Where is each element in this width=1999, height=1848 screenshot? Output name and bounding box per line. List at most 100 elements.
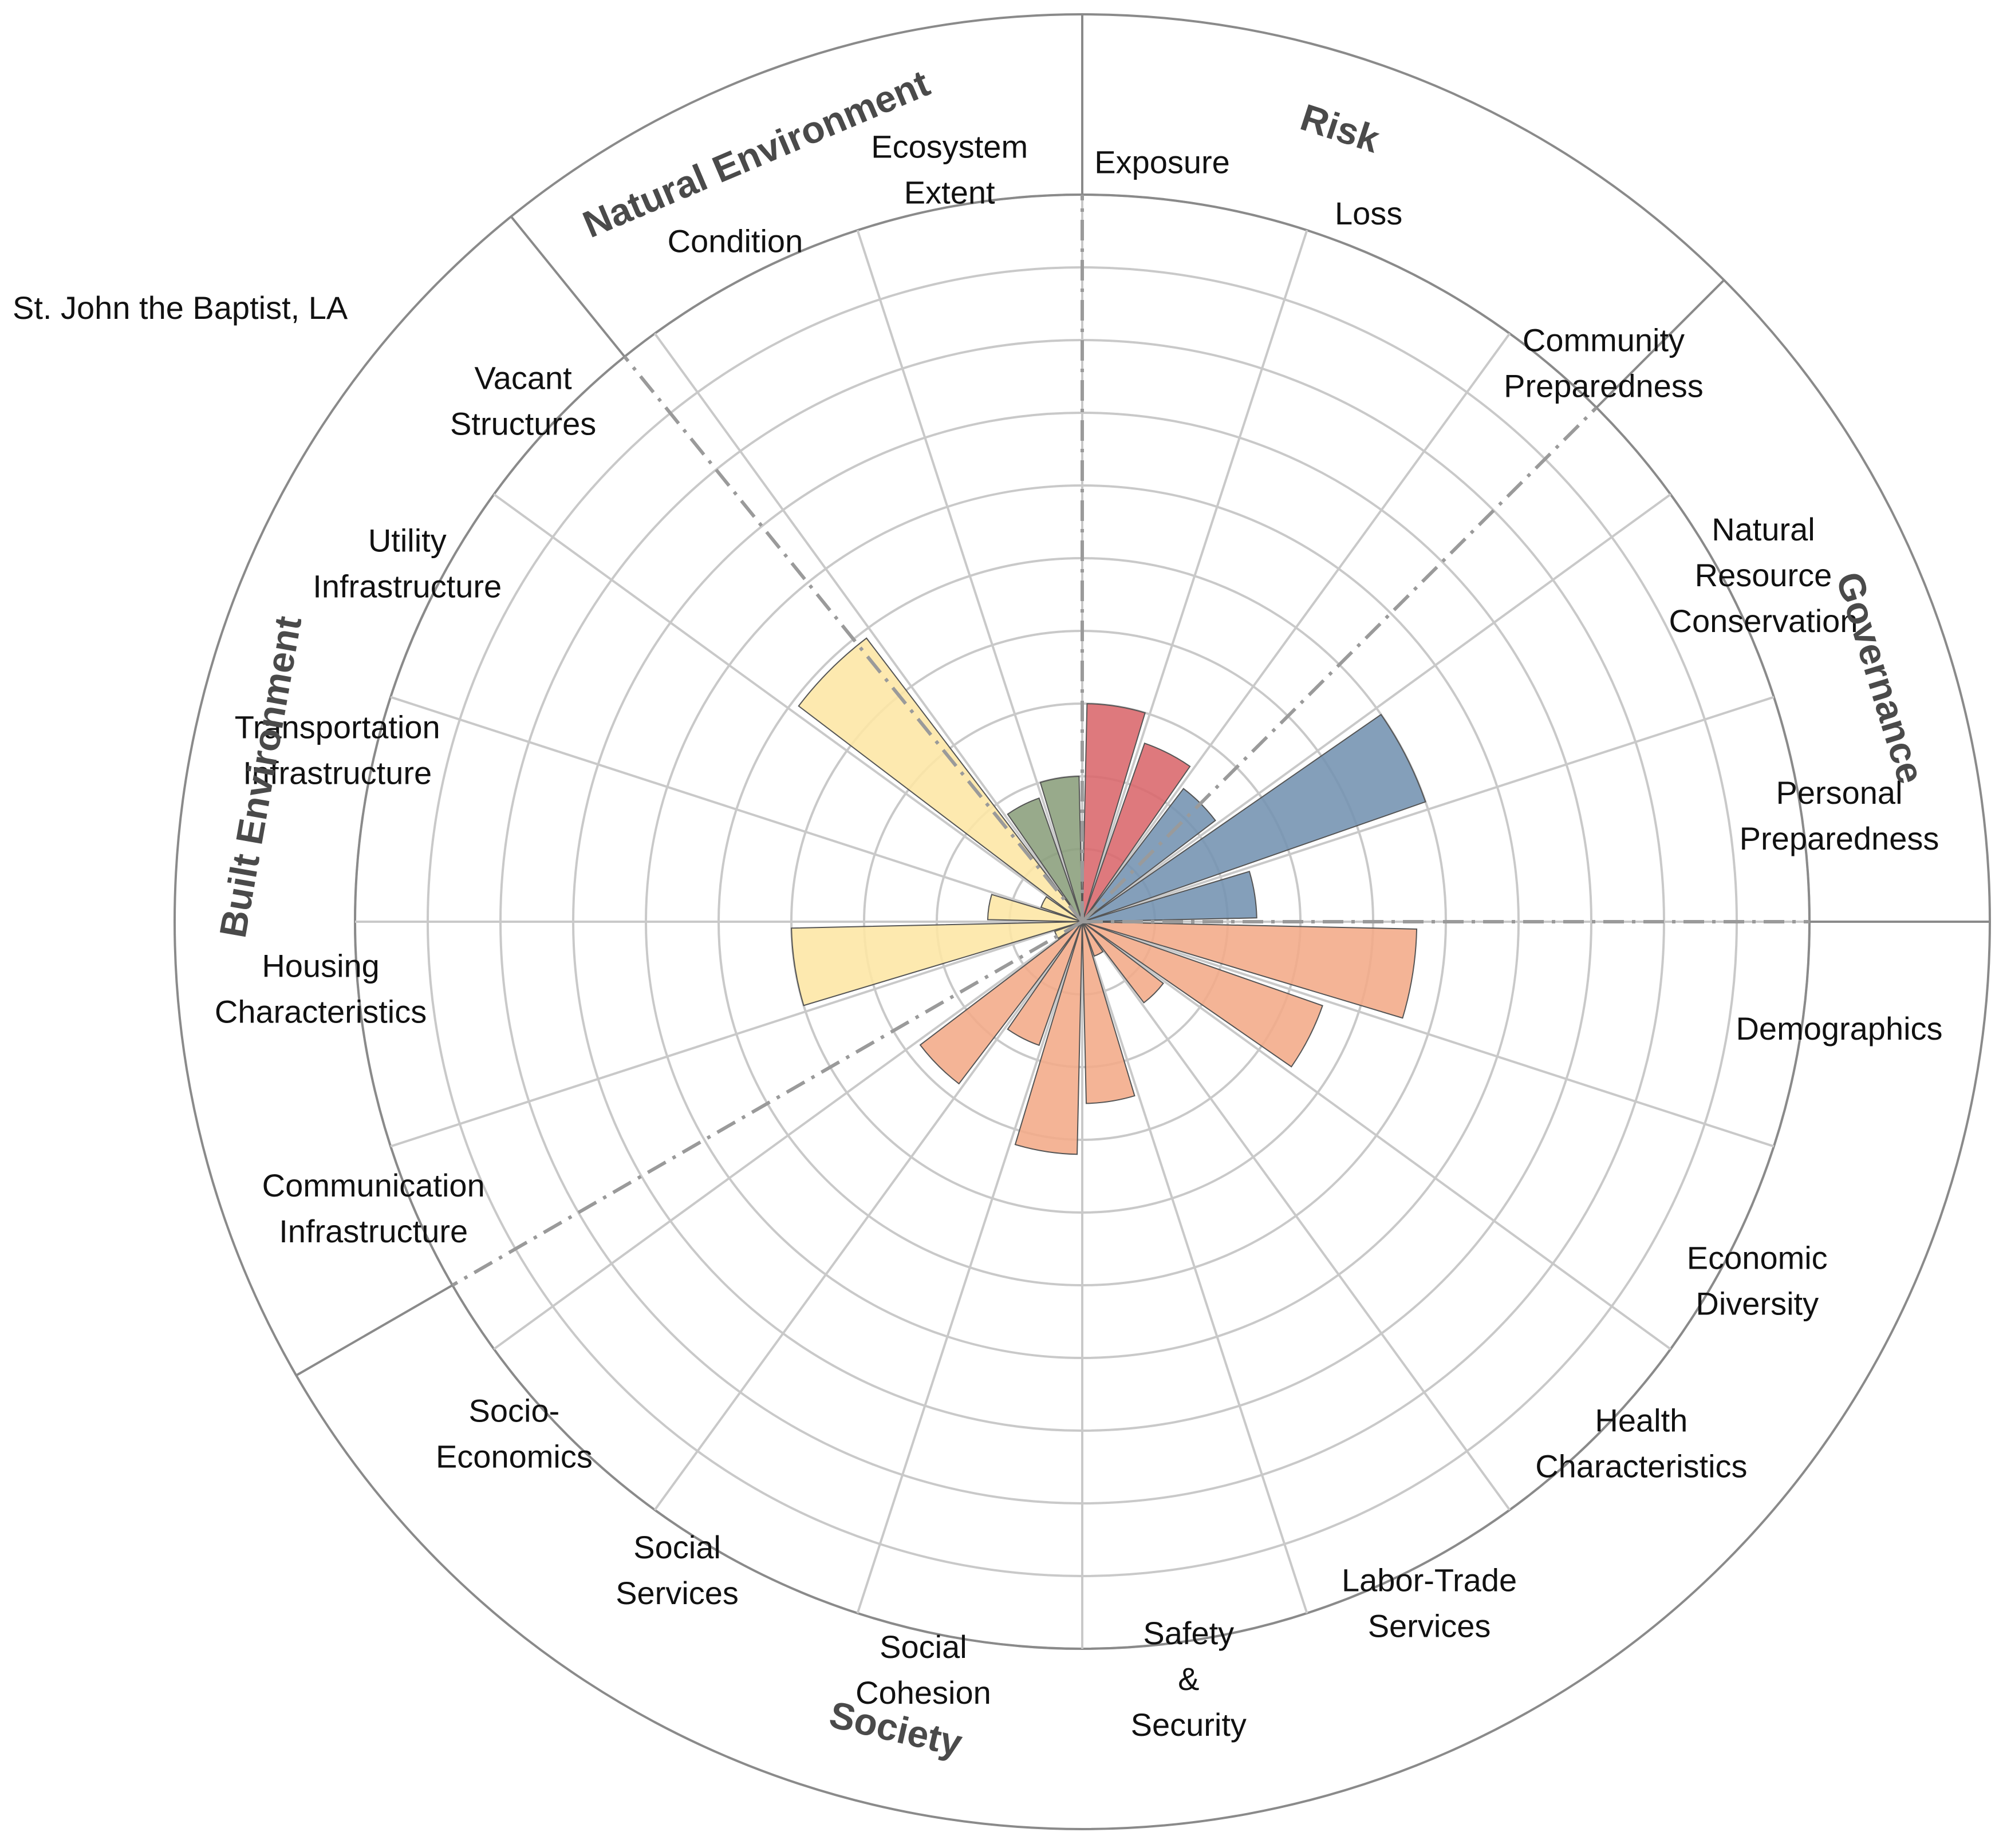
grid-spoke [1081, 921, 1308, 1614]
category-label-line: Condition [668, 223, 803, 259]
category-label-vacant-structures: Vacant Structures [450, 360, 596, 442]
group-boundaries [295, 14, 1990, 1377]
group-separator [1595, 279, 1725, 409]
bar-personal-preparedness [1082, 870, 1257, 922]
category-label-line: Infrastructure [313, 568, 502, 604]
bar-socio-economics [919, 921, 1083, 1085]
grid-spoke [493, 493, 1083, 923]
category-label-line: Structures [450, 406, 596, 442]
category-label-line: Demographics [1736, 1010, 1942, 1047]
category-label-loss: Loss [1335, 195, 1402, 231]
grid-spoke [493, 921, 1083, 1351]
category-label-line: Natural [1712, 511, 1815, 547]
category-label-line: Characteristics [1535, 1448, 1747, 1484]
category-label-line: Services [616, 1575, 739, 1611]
category-labels: Exposure Loss Community Preparedness Natural… [215, 128, 1943, 1743]
grid-spoke [1081, 921, 1671, 1351]
bar-vacant-structures [798, 637, 1083, 922]
category-label-exposure: Exposure [1094, 144, 1230, 180]
category-label-personal-preparedness: Personal Preparedness [1740, 775, 1939, 856]
category-label-line: Housing [262, 947, 379, 984]
category-label-social-services: Social Services [616, 1529, 739, 1611]
category-label-line: Exposure [1094, 144, 1230, 180]
grid-spoke [390, 696, 1083, 923]
category-label-labor-trade-services: Labor-Trade Services [1342, 1562, 1517, 1644]
category-label-line: & [1178, 1661, 1199, 1697]
category-label-line: Resource [1695, 557, 1832, 593]
category-label-social-cohesion: Social Cohesion [855, 1629, 991, 1711]
category-label-line: Infrastructure [243, 755, 432, 791]
grid-spoke [1081, 921, 1511, 1511]
category-label-communication-infrastructure: Communication Infrastructure [262, 1167, 485, 1249]
category-label-line: Preparedness [1504, 368, 1704, 404]
group-separator [295, 1284, 454, 1377]
group-boundary-line [1081, 406, 1598, 923]
category-label-line: Vacant [475, 360, 573, 396]
category-label-line: Economics [436, 1438, 593, 1474]
category-label-line: Loss [1335, 195, 1402, 231]
category-label-line: Conservation [1669, 603, 1858, 639]
category-label-line: Safety [1143, 1615, 1234, 1651]
category-label-utility-infrastructure: Utility Infrastructure [313, 522, 502, 604]
bar-economic-diversity [1082, 921, 1323, 1068]
bar-utility-infrastructure [1040, 896, 1083, 922]
grid-spoke [1081, 333, 1511, 923]
grid-spoke [1081, 493, 1671, 923]
grid-spoke [856, 230, 1083, 922]
bar-condition [1007, 797, 1083, 922]
category-label-line: Socio- [469, 1392, 560, 1428]
category-label-line: Services [1368, 1608, 1491, 1644]
category-label-line: Extent [904, 174, 995, 210]
category-label-line: Communication [262, 1167, 485, 1203]
category-label-natural-resource-conservation: Natural Resource Conservation [1669, 511, 1858, 639]
category-label-line: Health [1595, 1402, 1687, 1438]
category-label-line: Social [880, 1629, 967, 1665]
bar-safety-security [1082, 921, 1135, 1104]
category-label-ecosystem-extent: Ecosystem Extent [871, 128, 1028, 210]
category-label-line: Cohesion [855, 1675, 991, 1711]
group-label-governance: Governance [1828, 567, 1933, 788]
category-label-housing-characteristics: Housing Characteristics [215, 947, 427, 1029]
bar-ecosystem-extent [1039, 776, 1083, 922]
group-label-risk: Risk [1296, 96, 1385, 161]
chart-title: St. John the Baptist, LA [13, 290, 348, 326]
category-label-safety-security: Safety & Security [1131, 1615, 1247, 1743]
bar-social-cohesion [1014, 921, 1083, 1155]
group-boundary-line [623, 356, 1084, 923]
category-label-community-preparedness: Community Preparedness [1504, 322, 1704, 404]
grid-spoke [1082, 921, 1775, 1148]
category-label-line: Social [633, 1529, 721, 1565]
category-label-transportation-infrastructure: Transportation Infrastructure [235, 709, 440, 791]
category-label-line: Utility [368, 522, 447, 558]
grid-spoke [390, 921, 1083, 1148]
bar-demographics [1082, 921, 1418, 1019]
category-label-line: Ecosystem [871, 128, 1028, 164]
grid-spoke [1081, 230, 1308, 922]
group-separator [510, 215, 626, 358]
bar-social-services [1007, 921, 1083, 1047]
bar-series [791, 637, 1426, 1155]
category-label-line: Labor-Trade [1342, 1562, 1517, 1598]
category-label-line: Community [1523, 322, 1685, 358]
category-label-line: Economic [1687, 1240, 1828, 1276]
group-boundary-line [451, 920, 1083, 1287]
category-label-line: Infrastructure [279, 1213, 468, 1249]
bar-labor-trade-services [1082, 921, 1104, 957]
grid-spoke [653, 921, 1083, 1511]
category-label-line: Personal [1776, 775, 1902, 811]
category-label-line: Transportation [235, 709, 440, 745]
category-label-economic-diversity: Economic Diversity [1687, 1240, 1828, 1322]
category-label-line: Characteristics [215, 993, 427, 1029]
category-label-line: Security [1131, 1707, 1247, 1743]
bar-loss [1082, 743, 1191, 922]
category-label-health-characteristics: Health Characteristics [1535, 1402, 1747, 1484]
category-label-socio-economics: Socio- Economics [436, 1392, 593, 1474]
category-label-condition: Condition [668, 223, 803, 259]
bar-health-characteristics [1082, 921, 1164, 1004]
bar-transportation-infrastructure [987, 894, 1083, 922]
bar-natural-resource-conservation [1082, 713, 1426, 922]
bar-housing-characteristics [791, 921, 1083, 1006]
grid-spoke [1082, 696, 1775, 923]
category-label-line: Preparedness [1740, 820, 1939, 856]
